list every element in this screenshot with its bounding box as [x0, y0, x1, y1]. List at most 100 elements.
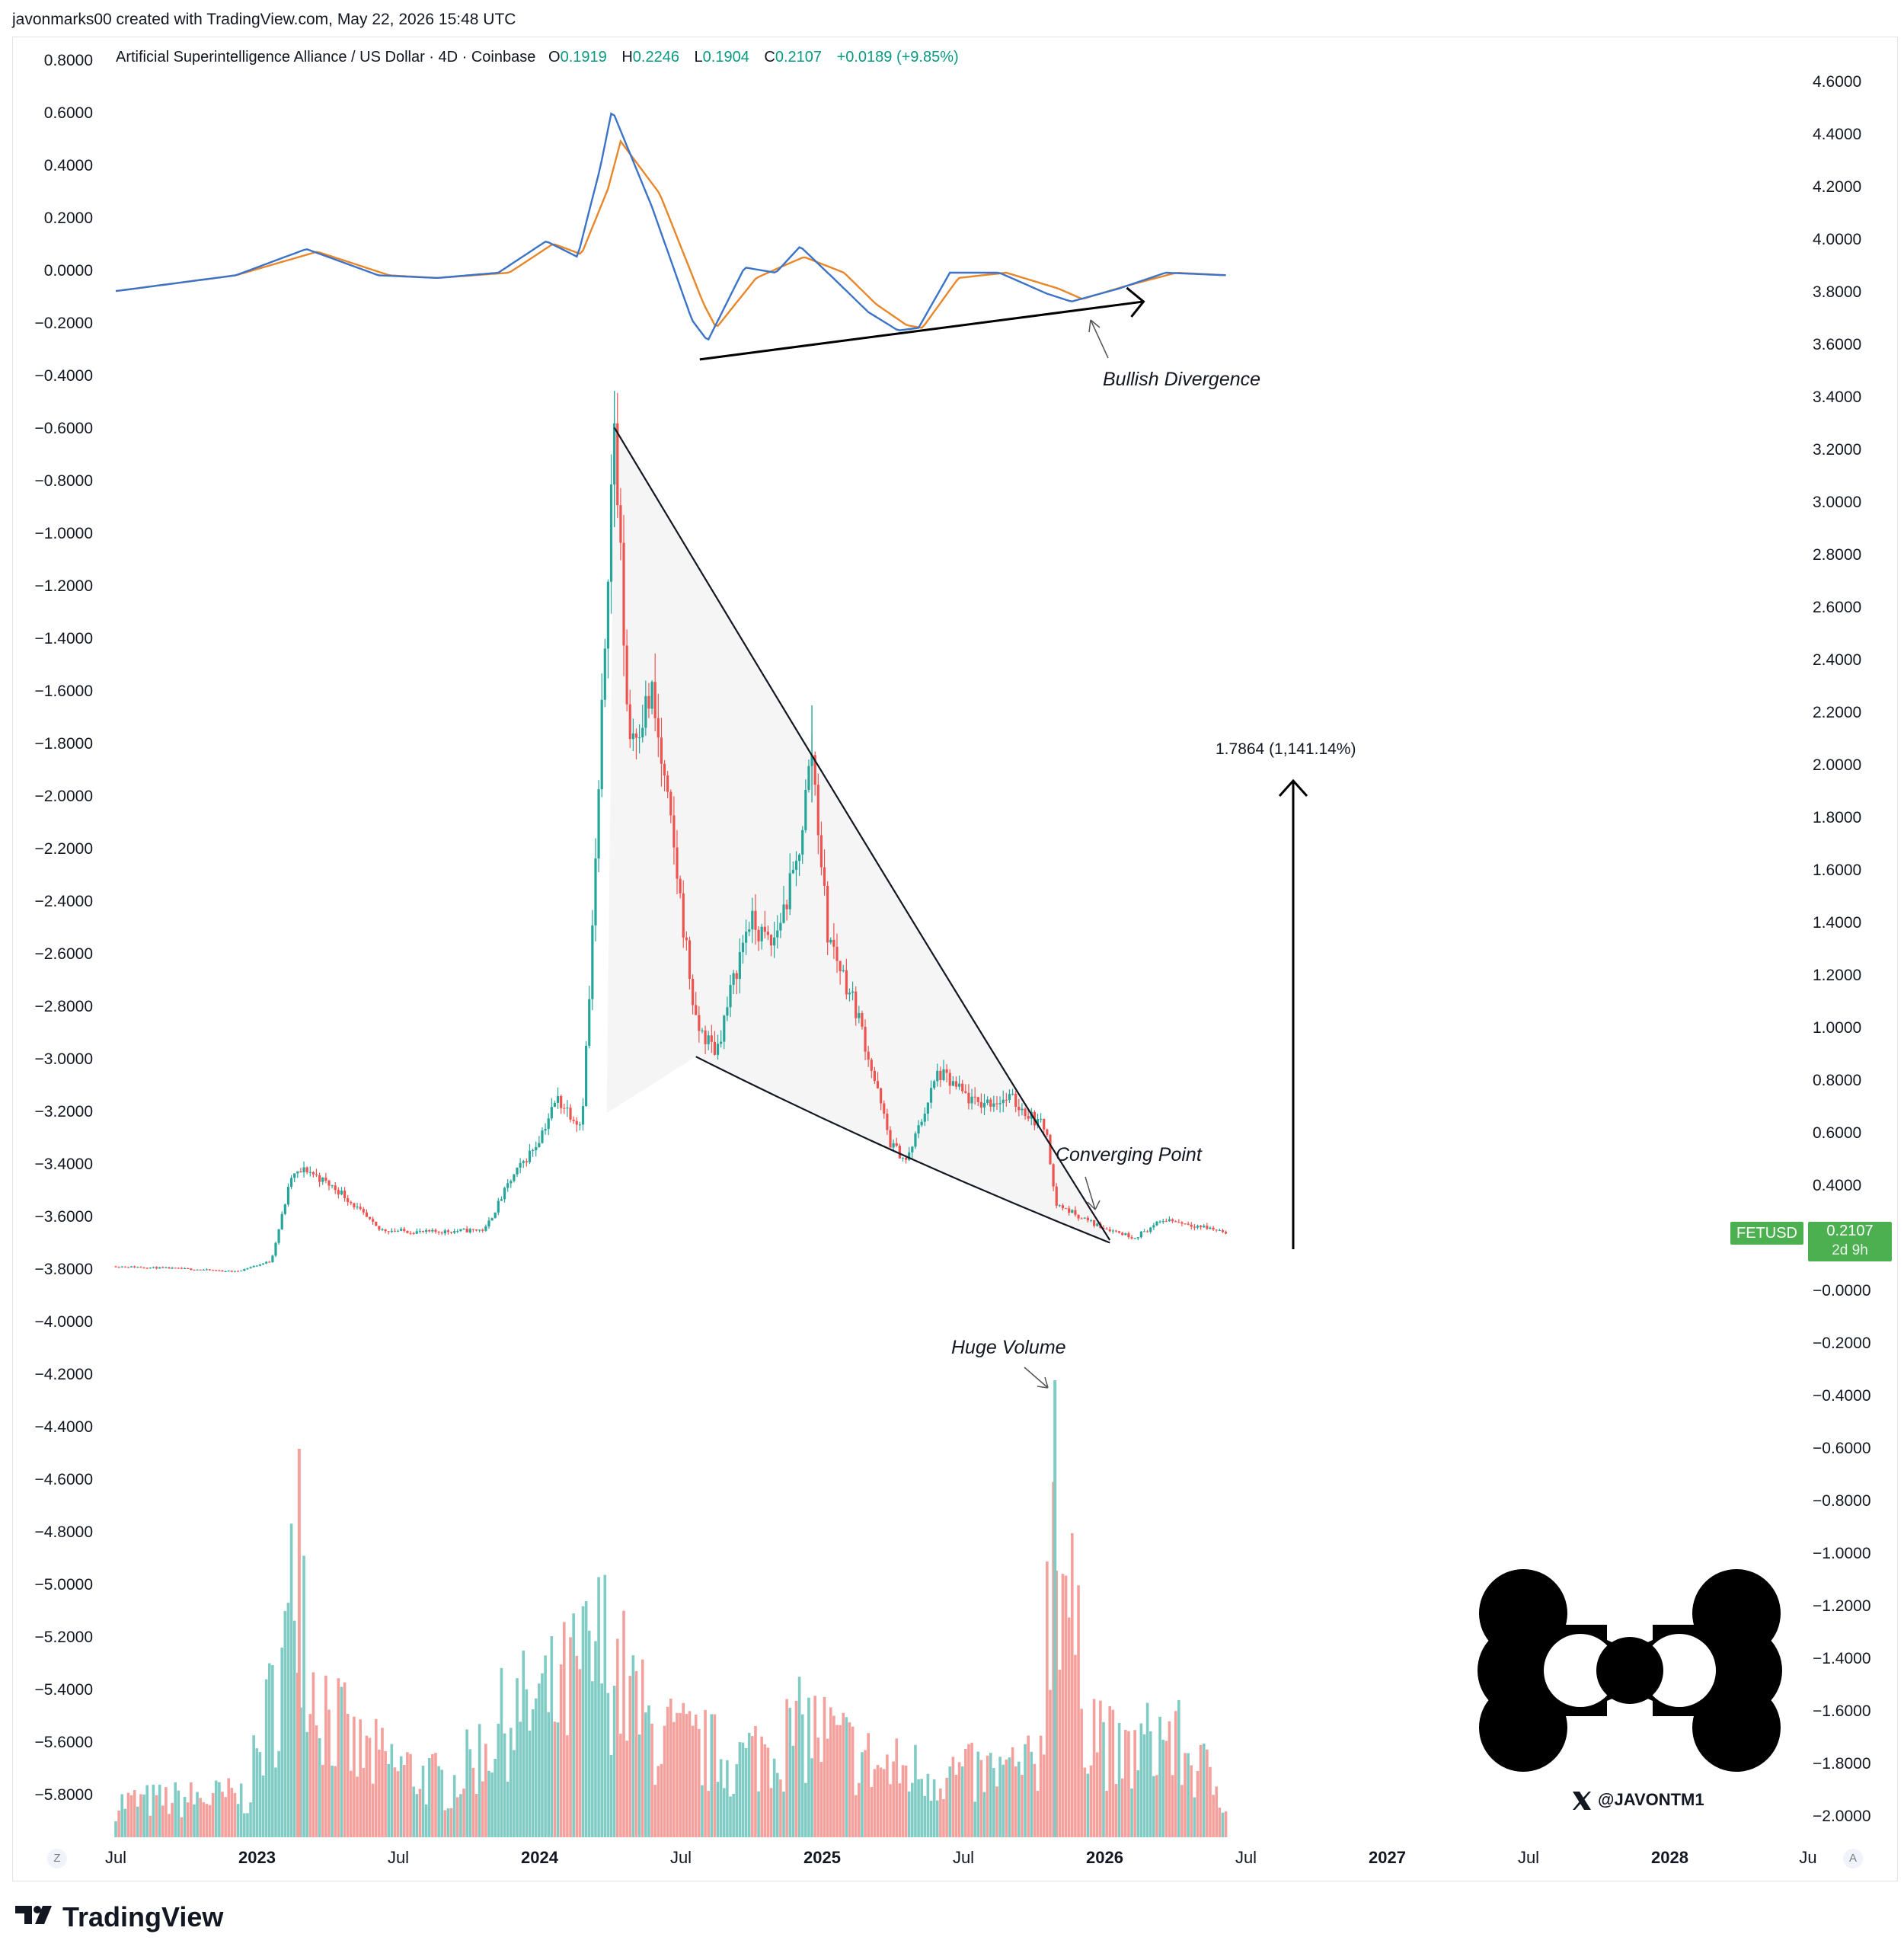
volume-bar — [343, 1682, 347, 1837]
volume-bar — [506, 1781, 510, 1837]
candle-body — [616, 423, 619, 506]
volume-bar — [1164, 1741, 1168, 1837]
candle-body — [779, 922, 782, 931]
volume-bar — [782, 1791, 785, 1837]
right-axis-tick-label: 1.0000 — [1813, 1019, 1862, 1037]
candle-body — [193, 1270, 196, 1271]
candle-body — [1206, 1226, 1209, 1229]
candle-body — [839, 961, 842, 972]
volume-bar — [168, 1814, 171, 1837]
volume-bar — [368, 1737, 372, 1837]
volume-bar — [199, 1798, 202, 1837]
candle-body — [663, 763, 666, 776]
candle-body — [848, 993, 851, 995]
right-axis-tick-label: 2.0000 — [1813, 756, 1862, 774]
left-axis-tick-label: −2.0000 — [34, 788, 94, 805]
candle-body — [465, 1229, 468, 1232]
candle-body — [823, 867, 826, 886]
volume-bar — [399, 1756, 403, 1837]
left-axis-tick-label: −0.4000 — [34, 367, 94, 385]
candle-body — [757, 929, 760, 941]
candle-body — [418, 1230, 421, 1232]
candle-body — [525, 1161, 528, 1162]
volume-bar — [468, 1749, 472, 1837]
candle-body — [707, 1035, 710, 1044]
volume-bar — [848, 1722, 851, 1837]
candle-body — [845, 970, 848, 995]
volume-bar — [901, 1765, 905, 1837]
candle-body — [519, 1162, 522, 1168]
volume-bar — [236, 1804, 240, 1837]
left-axis-tick-label: −0.6000 — [34, 420, 94, 437]
measure-arrowhead — [1278, 778, 1308, 798]
left-axis-tick-label: −2.2000 — [34, 840, 94, 858]
volume-bar — [935, 1800, 939, 1837]
wedge-upper-trendline — [613, 427, 1111, 1241]
volume-bar — [760, 1736, 763, 1837]
candle-body — [1146, 1231, 1149, 1232]
volume-bar — [500, 1667, 503, 1837]
candle-body — [139, 1267, 142, 1268]
right-axis-tick-label: 2.2000 — [1813, 704, 1862, 721]
volume-bar — [892, 1761, 895, 1837]
left-axis-tick-label: −2.6000 — [34, 945, 94, 963]
candle-body — [597, 789, 600, 859]
volume-bar — [1108, 1705, 1112, 1837]
volume-bar — [384, 1750, 387, 1837]
candle-body — [926, 1102, 930, 1114]
right-axis-tick-label: 3.4000 — [1813, 388, 1862, 406]
auto-scale-z-button[interactable]: Z — [47, 1849, 67, 1868]
candle-body — [350, 1202, 353, 1204]
converging-point-pointer — [1085, 1176, 1101, 1210]
volume-bar — [679, 1712, 682, 1837]
candle-body — [541, 1130, 544, 1143]
volume-bar — [854, 1795, 858, 1837]
candle-body — [359, 1207, 362, 1210]
volume-bar — [861, 1752, 864, 1837]
candle-body — [911, 1146, 914, 1152]
volume-bar — [867, 1733, 870, 1837]
candle-body — [456, 1231, 459, 1232]
candle-body — [1008, 1094, 1011, 1100]
candle-body — [917, 1125, 920, 1134]
candle-body — [1021, 1108, 1024, 1111]
volume-bar — [1067, 1617, 1071, 1837]
volume-bar — [406, 1752, 409, 1837]
tradingview-brand[interactable]: TradingView — [62, 1901, 224, 1932]
volume-bar — [939, 1789, 942, 1837]
left-axis-tick-label: 0.4000 — [43, 157, 93, 174]
volume-bar — [631, 1655, 635, 1837]
candle-body — [123, 1266, 126, 1268]
volume-bar — [509, 1728, 513, 1837]
volume-bar — [205, 1804, 209, 1837]
volume-bar — [271, 1664, 274, 1837]
candle-body — [794, 861, 798, 870]
volume-bar — [691, 1725, 695, 1837]
candle-body — [842, 970, 845, 972]
volume-bar — [685, 1714, 688, 1837]
volume-bar — [738, 1742, 742, 1837]
volume-bar — [625, 1741, 628, 1837]
volume-bar — [970, 1742, 973, 1837]
volume-bar — [1042, 1754, 1046, 1837]
volume-bar — [158, 1784, 161, 1837]
candle-body — [883, 1103, 886, 1114]
volume-bar — [923, 1795, 927, 1837]
volume-bar — [819, 1761, 823, 1837]
time-axis-tick-label: Jul — [669, 1848, 692, 1867]
volume-bar — [513, 1750, 516, 1837]
volume-bar — [174, 1782, 177, 1837]
candle-body — [265, 1261, 268, 1264]
auto-scale-a-button[interactable]: A — [1843, 1849, 1863, 1868]
right-axis-tick-label: −0.4000 — [1813, 1387, 1871, 1405]
candle-body — [538, 1143, 541, 1147]
volume-bar — [694, 1714, 698, 1837]
volume-bar — [331, 1765, 334, 1837]
volume-bar — [230, 1788, 234, 1837]
volume-bar — [1120, 1778, 1124, 1837]
converging-point-label: Converging Point — [1056, 1144, 1202, 1165]
candle-body — [716, 1044, 720, 1055]
volume-bar — [1196, 1770, 1200, 1837]
candle-body — [412, 1232, 415, 1234]
